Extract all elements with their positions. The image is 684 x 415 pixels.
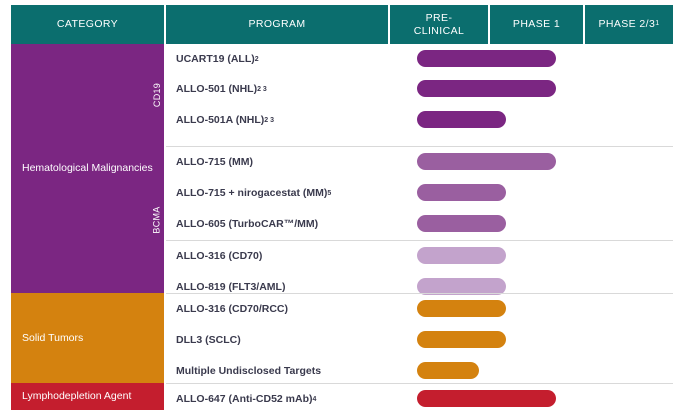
program-name: ALLO-605 (TurboCAR™/MM) [176, 218, 319, 230]
program-name: ALLO-501A (NHL) 2 3 [176, 114, 275, 126]
column-header-phase23: PHASE 2/3 1 [585, 5, 673, 44]
progress-bar [417, 247, 506, 264]
column-header-preclinical: PRE- CLINICAL [390, 5, 488, 44]
progress-bar [417, 331, 506, 348]
progress-bar [417, 184, 506, 201]
program-name: ALLO-715 + nirogacestat (MM) 5 [176, 187, 332, 199]
target-label-cd19-text: CD19 [152, 82, 162, 108]
table-row[interactable]: ALLO-647 (Anti-CD52 mAb) 4 [166, 384, 673, 414]
table-row[interactable]: DLL3 (SCLC) [166, 325, 673, 355]
program-name: DLL3 (SCLC) [176, 334, 241, 346]
progress-bar [417, 215, 506, 232]
category-label-solid-tumors: Solid Tumors [22, 331, 84, 344]
program-name: ALLO-316 (CD70/RCC) [176, 303, 289, 315]
column-header-category-label: CATEGORY [56, 18, 119, 31]
program-name: UCART19 (ALL) 2 [176, 53, 259, 65]
program-rows-container: UCART19 (ALL) 2 ALLO-501 (NHL) 2 3 ALLO-50… [166, 44, 673, 410]
progress-bar [417, 278, 506, 295]
progress-bar [417, 80, 556, 97]
table-row[interactable]: Multiple Undisclosed Targets [166, 356, 673, 386]
group-separator [166, 146, 673, 147]
category-block-hematological-malignancies: Hematological Malignancies [11, 44, 164, 293]
progress-bar [417, 153, 556, 170]
program-name: Multiple Undisclosed Targets [176, 365, 322, 377]
progress-bar [417, 50, 556, 67]
program-name: ALLO-501 (NHL) 2 3 [176, 83, 267, 95]
table-row[interactable]: ALLO-316 (CD70) [166, 241, 673, 271]
progress-bar [417, 300, 506, 317]
column-header-phase1: PHASE 1 [490, 5, 583, 44]
column-header-phase1-label: PHASE 1 [512, 18, 561, 31]
category-block-lymphodepletion-agent: Lymphodepletion Agent [11, 383, 164, 410]
category-label-lymphodepletion: Lymphodepletion Agent [22, 390, 132, 402]
group-separator [166, 240, 673, 241]
table-header: CATEGORY PROGRAM PRE- CLINICAL PHASE 1 PH… [11, 5, 673, 44]
program-name: ALLO-647 (Anti-CD52 mAb) 4 [176, 393, 317, 405]
column-header-program: PROGRAM [166, 5, 388, 44]
progress-bar [417, 111, 506, 128]
column-header-preclinical-label: PRE- CLINICAL [413, 12, 465, 37]
program-name: ALLO-316 (CD70) [176, 250, 263, 262]
table-row[interactable]: ALLO-819 (FLT3/AML) [166, 272, 673, 302]
category-block-solid-tumors: Solid Tumors [11, 293, 164, 383]
category-label-hematological: Hematological Malignancies [22, 162, 153, 174]
table-row[interactable]: ALLO-501 (NHL) 2 3 [166, 74, 673, 104]
column-header-phase23-footnote: 1 [655, 20, 660, 28]
table-row[interactable]: UCART19 (ALL) 2 [166, 44, 673, 74]
group-separator [166, 293, 673, 294]
table-row[interactable]: ALLO-715 (MM) [166, 147, 673, 177]
target-label-bcma: BCMA [150, 146, 164, 293]
column-header-program-label: PROGRAM [248, 18, 306, 31]
progress-bar [417, 362, 479, 379]
table-row[interactable]: ALLO-715 + nirogacestat (MM) 5 [166, 178, 673, 208]
program-name: ALLO-715 (MM) [176, 156, 253, 168]
table-row[interactable]: ALLO-501A (NHL) 2 3 [166, 105, 673, 135]
table-row[interactable]: ALLO-316 (CD70/RCC) [166, 294, 673, 324]
column-header-phase23-label: PHASE 2/3 [598, 18, 656, 31]
target-label-bcma-text: BCMA [152, 205, 163, 234]
program-name: ALLO-819 (FLT3/AML) [176, 281, 286, 293]
column-header-category: CATEGORY [11, 5, 164, 44]
target-label-cd19: CD19 [150, 44, 164, 146]
table-row[interactable]: ALLO-605 (TurboCAR™/MM) [166, 209, 673, 239]
progress-bar [417, 390, 556, 407]
group-separator [166, 383, 673, 384]
pipeline-chart: CATEGORY PROGRAM PRE- CLINICAL PHASE 1 PH… [11, 5, 673, 410]
